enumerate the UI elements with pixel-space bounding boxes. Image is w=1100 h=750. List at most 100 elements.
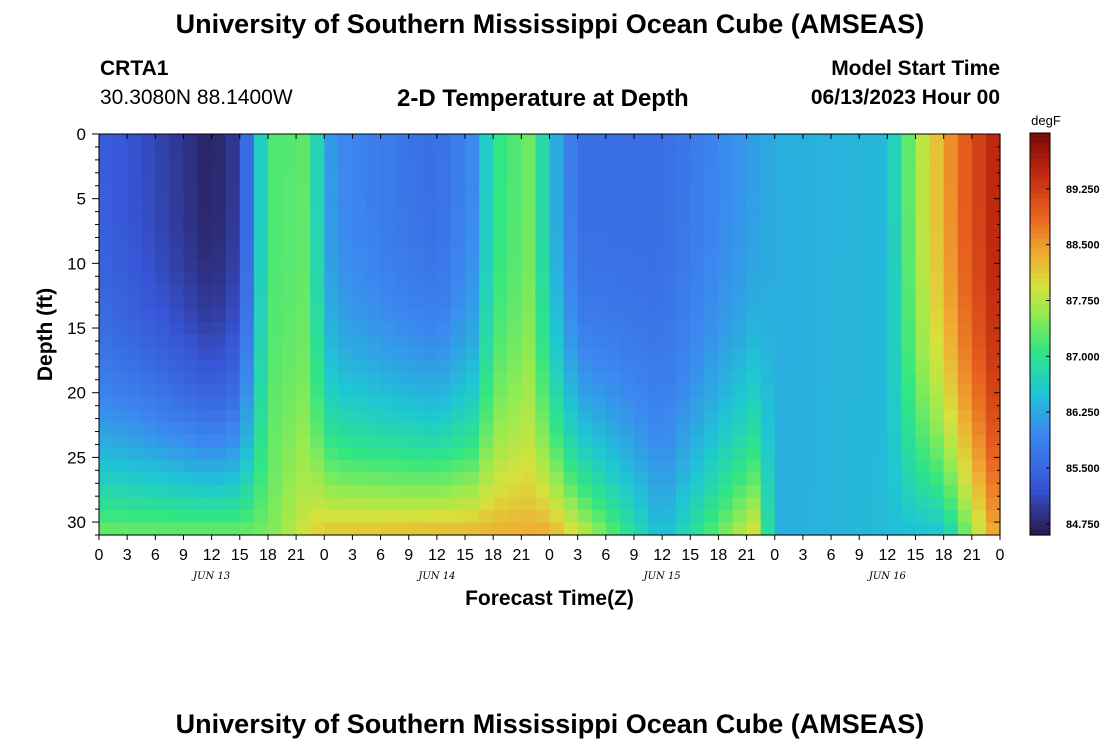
x-tick-label: 12 — [653, 547, 671, 564]
heatmap-cell — [971, 422, 987, 436]
heatmap-cell — [619, 184, 635, 198]
heatmap-cell — [169, 146, 185, 160]
heatmap-cell — [521, 484, 537, 499]
heatmap-cell — [816, 447, 832, 461]
heatmap-cell — [408, 447, 424, 461]
heatmap-cell — [915, 271, 931, 285]
heatmap-cell — [648, 196, 663, 210]
heatmap-cell — [493, 271, 508, 285]
heatmap-cell — [113, 359, 128, 373]
heatmap-cell — [99, 134, 114, 148]
heatmap-cell — [704, 472, 720, 486]
heatmap-cell — [507, 334, 522, 348]
heatmap-cell — [141, 334, 156, 348]
heatmap-cell — [493, 372, 508, 386]
heatmap-cell — [408, 159, 424, 173]
heatmap-cell — [239, 522, 255, 536]
heatmap-cell — [873, 171, 888, 185]
heatmap-cell — [169, 321, 185, 336]
heatmap-cell — [563, 422, 579, 436]
heatmap-cell — [845, 134, 860, 148]
colorbar-segment — [1030, 248, 1050, 255]
heatmap-cell — [816, 171, 832, 185]
heatmap-cell — [113, 209, 128, 223]
heatmap-cell — [873, 309, 888, 323]
heatmap-cell — [169, 384, 185, 398]
heatmap-cell — [479, 296, 494, 311]
heatmap-cell — [648, 359, 663, 373]
heatmap-cell — [366, 422, 382, 436]
heatmap-cell — [929, 409, 945, 423]
heatmap-cell — [971, 259, 987, 273]
heatmap-cell — [845, 359, 860, 373]
heatmap-cell — [577, 372, 593, 386]
heatmap-cell — [197, 509, 213, 524]
heatmap-cell — [465, 484, 480, 499]
heatmap-cell — [718, 334, 734, 348]
heatmap-cell — [282, 472, 297, 486]
date-label: JUN 15 — [642, 571, 681, 582]
heatmap-cell — [676, 347, 691, 361]
heatmap-cell — [802, 484, 818, 499]
heatmap-cell — [633, 509, 649, 524]
heatmap-cell — [127, 171, 142, 185]
heatmap-cell — [211, 159, 227, 173]
heatmap-cell — [901, 184, 917, 198]
colorbar-segment — [1030, 439, 1050, 446]
heatmap-cell — [113, 134, 128, 148]
heatmap-cell — [873, 359, 888, 373]
heatmap-cell — [662, 221, 677, 235]
heatmap-cell — [676, 271, 691, 285]
colorbar-segment — [1030, 339, 1050, 345]
colorbar-unit: degF — [1031, 113, 1061, 128]
heatmap-cell — [366, 334, 382, 348]
heatmap-cell — [535, 296, 551, 311]
heatmap-cell — [676, 134, 691, 148]
heatmap-cell — [479, 209, 494, 223]
x-tick-label: 12 — [878, 547, 896, 564]
heatmap-cell — [493, 509, 508, 524]
heatmap-cell — [676, 171, 691, 185]
heatmap-cell — [718, 409, 734, 423]
heatmap-cell — [99, 384, 114, 398]
heatmap-cell — [788, 196, 804, 210]
heatmap-cell — [310, 159, 325, 173]
heatmap-cell — [774, 246, 790, 260]
heatmap-cell — [239, 184, 255, 198]
heatmap-cell — [338, 196, 354, 210]
heatmap-cell — [521, 384, 537, 398]
heatmap-cell — [169, 409, 185, 423]
heatmap-cell — [113, 509, 128, 524]
heatmap-cell — [662, 397, 677, 411]
heatmap-cell — [985, 171, 1001, 185]
heatmap-cell — [732, 221, 748, 235]
heatmap-cell — [239, 347, 255, 361]
colorbar-frame — [1029, 132, 1051, 536]
heatmap-cell — [873, 372, 888, 386]
heatmap-cell — [113, 171, 128, 185]
heatmap-cell — [366, 246, 382, 260]
heatmap-cell — [619, 309, 635, 323]
heatmap-cell — [422, 359, 438, 373]
heatmap-cell — [310, 384, 325, 398]
heatmap-cell — [338, 347, 354, 361]
heatmap-cell — [99, 234, 114, 248]
heatmap-cell — [788, 409, 804, 423]
heatmap-cell — [831, 447, 846, 461]
heatmap-cell — [408, 484, 424, 499]
heatmap-cell — [915, 209, 931, 223]
y-tick-label: 30 — [67, 513, 86, 532]
heatmap-cell — [535, 134, 551, 148]
colorbar-segment — [1030, 454, 1050, 461]
heatmap-cell — [422, 384, 438, 398]
heatmap-cell — [127, 409, 142, 423]
heatmap-cell — [915, 359, 931, 373]
heatmap-cell — [211, 459, 227, 473]
heatmap-cell — [845, 259, 860, 273]
heatmap-cell — [845, 184, 860, 198]
heatmap-cell — [479, 434, 494, 448]
heatmap-cell — [943, 397, 959, 411]
heatmap-cell — [760, 259, 776, 273]
heatmap-cell — [324, 246, 339, 260]
heatmap-cell — [436, 246, 452, 260]
